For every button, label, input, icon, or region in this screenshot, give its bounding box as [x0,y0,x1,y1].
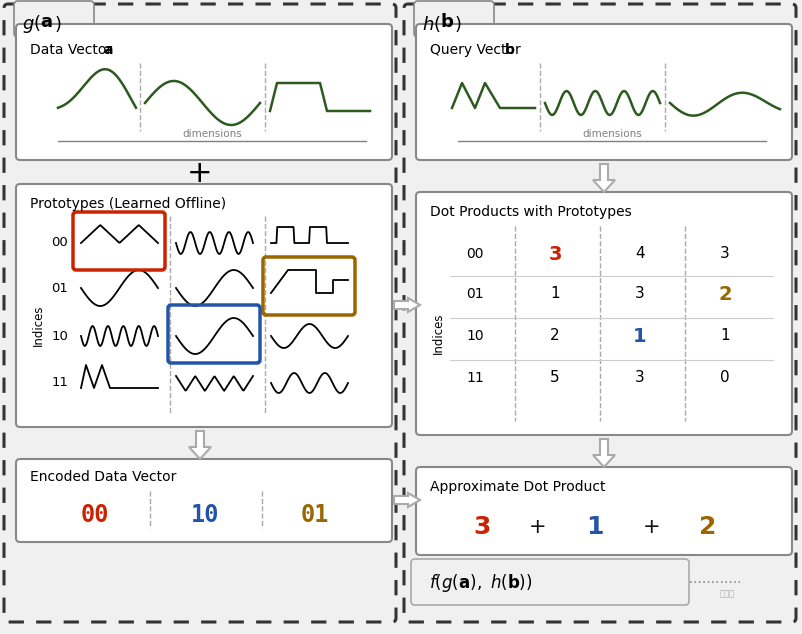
Text: 2: 2 [718,285,731,304]
Text: 3: 3 [635,370,645,385]
FancyBboxPatch shape [16,184,392,427]
Text: 1: 1 [720,328,730,344]
Text: Indices: Indices [31,304,44,346]
Text: 01: 01 [466,287,484,301]
Polygon shape [394,493,420,507]
Text: 10: 10 [466,329,484,343]
Text: 2: 2 [550,328,560,344]
Text: +: + [187,160,213,188]
FancyBboxPatch shape [416,24,792,160]
Text: +: + [529,517,547,537]
Polygon shape [593,439,615,467]
Text: 3: 3 [549,245,561,264]
Text: 00: 00 [81,503,109,527]
Text: $)$: $)$ [454,14,461,34]
Text: 01: 01 [51,281,68,295]
Text: 01: 01 [301,503,330,527]
Text: 1: 1 [586,515,604,539]
Text: 11: 11 [466,371,484,385]
Text: Encoded Data Vector: Encoded Data Vector [30,470,176,484]
FancyBboxPatch shape [414,1,494,37]
Text: $\mathbf{a}$: $\mathbf{a}$ [103,43,113,57]
Polygon shape [394,298,420,312]
Text: Indices: Indices [431,313,444,354]
Text: 2: 2 [699,515,717,539]
Text: +: + [643,517,661,537]
Text: 3: 3 [473,515,491,539]
Text: Prototypes (Learned Offline): Prototypes (Learned Offline) [30,197,226,211]
FancyBboxPatch shape [416,192,792,435]
Text: 3: 3 [635,287,645,302]
Text: $\mathbf{a}$: $\mathbf{a}$ [40,13,53,31]
Text: 5: 5 [550,370,560,385]
Text: 10: 10 [191,503,219,527]
Text: Approximate Dot Product: Approximate Dot Product [430,480,606,494]
Text: 00: 00 [51,236,68,250]
Text: 4: 4 [635,247,645,261]
Text: $f(g(\mathbf{a}),\ h(\mathbf{b}))$: $f(g(\mathbf{a}),\ h(\mathbf{b}))$ [429,572,533,594]
FancyBboxPatch shape [16,24,392,160]
Text: $\mathbf{b}$: $\mathbf{b}$ [504,42,515,58]
Polygon shape [593,164,615,192]
Text: $g($: $g($ [22,13,41,35]
Text: Dot Products with Prototypes: Dot Products with Prototypes [430,205,632,219]
Text: $\mathbf{b}$: $\mathbf{b}$ [440,13,454,31]
Text: 1: 1 [550,287,560,302]
Polygon shape [189,431,211,459]
Text: dimensions: dimensions [582,129,642,139]
Text: 0: 0 [720,370,730,385]
Text: Data Vector: Data Vector [30,43,116,57]
Text: $h($: $h($ [422,14,441,34]
FancyBboxPatch shape [16,459,392,542]
Text: 11: 11 [51,377,68,389]
Text: 1: 1 [634,327,646,346]
FancyBboxPatch shape [416,467,792,555]
FancyBboxPatch shape [411,559,689,605]
Text: dimensions: dimensions [182,129,242,139]
Text: 量子位: 量子位 [720,589,735,598]
Text: 10: 10 [51,330,68,342]
Text: $)$: $)$ [54,14,62,34]
Text: Query Vector: Query Vector [430,43,525,57]
Text: 00: 00 [466,247,484,261]
FancyBboxPatch shape [14,1,94,37]
Text: 3: 3 [720,247,730,261]
